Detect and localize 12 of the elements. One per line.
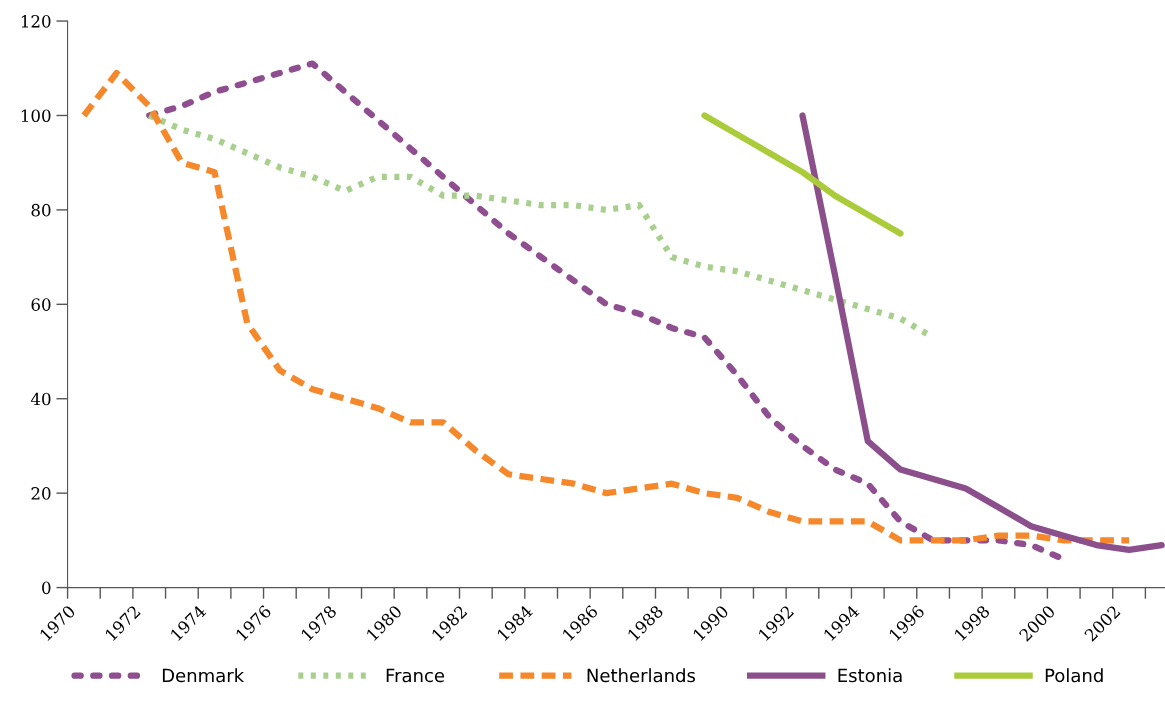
- y-tick-label: 40: [30, 392, 51, 406]
- y-tick-label: 0: [42, 581, 51, 595]
- y-tick-label: 100: [21, 109, 51, 123]
- legend-label: Netherlands: [587, 668, 696, 683]
- legend-label: Poland: [1045, 668, 1103, 683]
- y-tick-label: 80: [31, 203, 51, 217]
- legend-label: Denmark: [162, 668, 245, 683]
- legend-label: France: [386, 668, 445, 683]
- legend-label: Estonia: [838, 668, 902, 683]
- y-tick-label: 60: [31, 298, 51, 311]
- y-tick-label: 120: [21, 15, 51, 28]
- y-tick-label: 20: [31, 487, 51, 500]
